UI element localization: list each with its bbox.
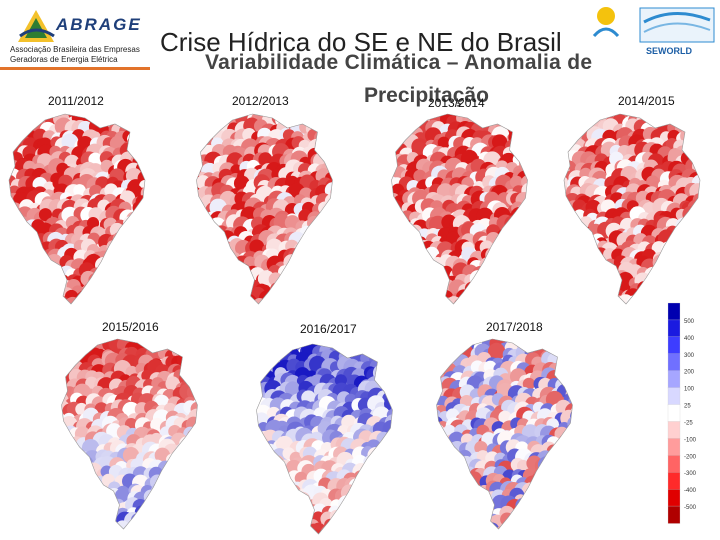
colorbar-swatch [667, 438, 681, 456]
brazil-outline [391, 113, 528, 305]
colorbar-swatch [667, 336, 681, 355]
colorbar-swatch [667, 505, 681, 524]
colorbar-swatch [667, 387, 681, 406]
anomaly-map-2011-2012 [8, 113, 146, 305]
colorbar-label: -500 [684, 505, 697, 511]
colorbar-swatch [667, 472, 681, 490]
abrage-emblem-icon [18, 10, 55, 42]
slide-subtitle-line2: Precipitação [364, 84, 489, 107]
brazil-outline [256, 343, 393, 535]
colorbar-label: -300 [684, 471, 697, 477]
anomaly-field [436, 339, 573, 529]
logo-subtitle-line1: Associação Brasileira das Empresas [10, 45, 140, 54]
year-label-2015-2016: 2015/2016 [102, 320, 159, 334]
abrage-logo [6, 4, 156, 68]
header-accent-bar [0, 67, 150, 70]
anomaly-map-2012-2013 [196, 113, 333, 305]
colorbar-swatch [667, 353, 681, 372]
slide-title: Crise Hídrica do SE e NE do Brasil [160, 27, 562, 57]
colorbar-swatch [667, 302, 681, 321]
anomaly-field [391, 114, 528, 304]
colorbar-swatch [667, 404, 681, 423]
year-label-2016-2017: 2016/2017 [300, 322, 357, 336]
anomaly-field [196, 114, 333, 304]
colorbar-label: -100 [684, 437, 697, 443]
anomaly-field [9, 114, 145, 304]
brazil-outline [563, 113, 701, 305]
anomaly-colorbar: 500 400 300 200 100 25 -25 -100 -200 -300 -400 -500 [667, 302, 697, 524]
anomaly-field [256, 344, 393, 534]
colorbar-label: 200 [684, 370, 695, 376]
year-label-2011-2012: 2011/2012 [48, 94, 104, 108]
year-label-2012-2013: 2012/2013 [232, 94, 289, 108]
brazil-outline [196, 113, 333, 305]
colorbar-swatch [667, 421, 681, 440]
logo-subtitle-line2: Geradoras de Energia Elétrica [10, 55, 118, 64]
partner-logo-text: SEWORLD [646, 46, 692, 56]
slide-subtitle-line1: Variabilidade Climática – Anomalia de [205, 51, 593, 74]
anomaly-map-2016-2017 [256, 343, 393, 535]
partner-logo-icon: SEWORLD [592, 7, 715, 56]
year-label-2013-2014: 2013/2014 [428, 96, 485, 110]
colorbar-label: 300 [684, 353, 695, 359]
colorbar-swatch [667, 319, 681, 338]
year-label-2014-2015: 2014/2015 [618, 94, 675, 108]
colorbar-swatch [667, 370, 681, 389]
brazil-outline [8, 113, 146, 305]
colorbar-label: -200 [684, 454, 697, 460]
colorbar-label: 25 [684, 404, 691, 410]
brazil-outline [61, 338, 198, 530]
colorbar-label: 400 [684, 336, 695, 342]
anomaly-field [61, 339, 198, 529]
colorbar-swatch [667, 489, 681, 507]
colorbar-swatch [667, 455, 681, 473]
colorbar-label: 100 [684, 387, 695, 393]
anomaly-map-2015-2016 [61, 338, 198, 530]
anomaly-map-2014-2015 [563, 113, 701, 305]
colorbar-label: 500 [684, 319, 695, 325]
brazil-outline [436, 338, 573, 530]
colorbar-label: -25 [684, 420, 693, 426]
anomaly-map-2013-2014 [391, 113, 528, 305]
partner-logos: SEWORLD [584, 2, 718, 60]
anomaly-field [564, 114, 700, 304]
colorbar-label: -400 [684, 488, 697, 494]
anomaly-map-2017-2018 [436, 338, 573, 530]
year-label-2017-2018: 2017/2018 [486, 320, 543, 334]
logo-word: ABRAGE [56, 15, 142, 34]
